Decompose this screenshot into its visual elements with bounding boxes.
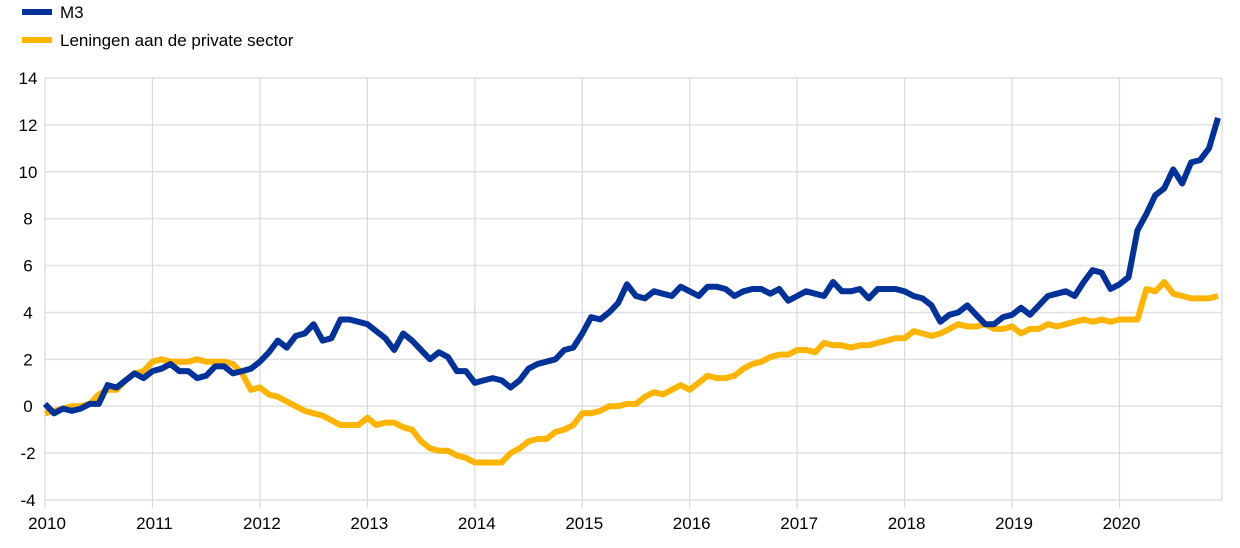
y-axis: -4 -2 0 2 4 6 8 10 12 14 xyxy=(19,69,38,510)
y-tick-label: 14 xyxy=(19,69,38,88)
y-tick-label: 4 xyxy=(23,303,32,322)
y-tick-label: 6 xyxy=(23,257,32,276)
y-tick-label: 8 xyxy=(23,210,32,229)
x-tick-label: 2013 xyxy=(350,514,388,533)
legend: M3 Leningen aan de private sector xyxy=(22,3,294,50)
y-tick-label: 2 xyxy=(23,350,32,369)
x-tick-label: 2018 xyxy=(888,514,926,533)
series-line-loans xyxy=(44,279,1219,466)
x-tick-label: 2017 xyxy=(780,514,818,533)
x-tick-label: 2015 xyxy=(565,514,603,533)
y-tick-label: 0 xyxy=(23,397,32,416)
x-tick-label: 2019 xyxy=(995,514,1033,533)
y-tick-label: 10 xyxy=(19,163,38,182)
x-axis: 2010 2011 2012 2013 2014 2015 2016 2017 2018 2019… xyxy=(28,514,1140,533)
x-tick-label: 2014 xyxy=(458,514,496,533)
y-tick-label: -4 xyxy=(20,491,35,510)
series-line-m3 xyxy=(42,117,1221,417)
legend-label-m3: M3 xyxy=(60,3,84,22)
y-tick-label: 12 xyxy=(19,116,38,135)
x-tick-label: 2012 xyxy=(243,514,281,533)
x-tick-label: 2020 xyxy=(1103,514,1141,533)
legend-label-loans: Leningen aan de private sector xyxy=(60,31,294,50)
x-tick-label: 2010 xyxy=(28,514,66,533)
x-tick-label: 2016 xyxy=(673,514,711,533)
y-tick-label: -2 xyxy=(20,444,35,463)
x-tick-label: 2011 xyxy=(136,514,173,533)
series-lines xyxy=(42,117,1221,466)
